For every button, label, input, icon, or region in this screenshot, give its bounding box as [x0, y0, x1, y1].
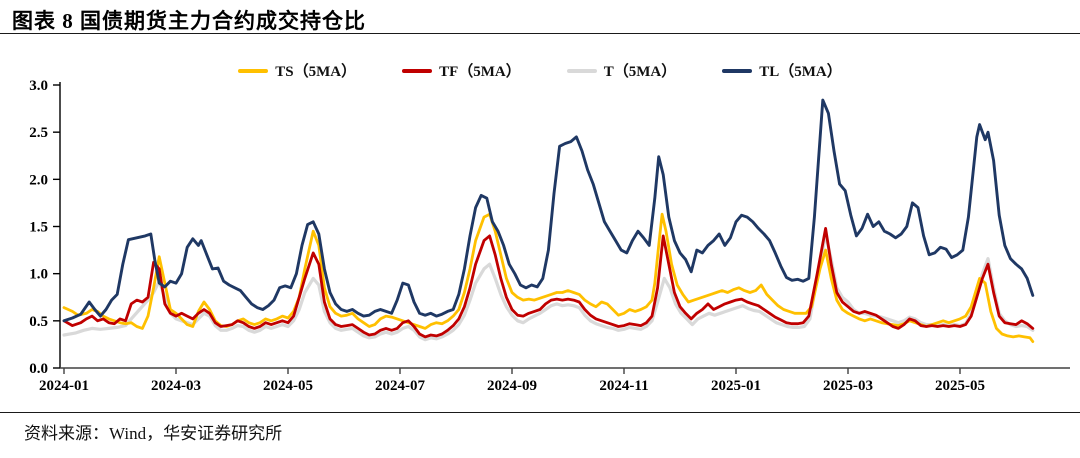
legend-item-T: T（5MA） — [566, 60, 677, 81]
legend-label: TL（5MA） — [759, 64, 842, 80]
y-axis-label: 0.0 — [29, 361, 48, 377]
x-axis-label: 2025-03 — [823, 378, 873, 394]
legend-swatch-icon — [238, 68, 269, 73]
x-axis-label: 2024-05 — [263, 378, 313, 394]
x-axis-label: 2024-03 — [151, 378, 201, 394]
legend-swatch-icon — [402, 68, 433, 73]
y-axis-label: 2.5 — [29, 125, 48, 141]
footer-divider — [0, 412, 1080, 413]
x-axis-label: 2024-01 — [39, 378, 89, 394]
y-axis-label: 1.5 — [29, 220, 48, 236]
data-source-note: 资料来源：Wind，华安证券研究所 — [24, 424, 283, 443]
x-axis-label: 2025-01 — [711, 378, 761, 394]
legend-item-TL: TL（5MA） — [722, 60, 842, 81]
legend-label: TF（5MA） — [439, 64, 521, 80]
legend-label: TS（5MA） — [275, 64, 357, 80]
x-axis-label: 2024-11 — [599, 378, 648, 394]
legend-swatch-icon — [566, 68, 597, 73]
x-axis-label: 2024-09 — [487, 378, 537, 394]
figure-title: 图表 8 国债期货主力合约成交持仓比 — [12, 9, 366, 33]
x-axis-label: 2024-07 — [375, 378, 425, 394]
legend-item-TF: TF（5MA） — [402, 60, 521, 81]
legend-item-TS: TS（5MA） — [238, 60, 356, 81]
y-axis-label: 3.0 — [29, 78, 48, 94]
legend-label: T（5MA） — [603, 64, 677, 80]
title-divider — [0, 33, 1080, 34]
x-axis-label: 2025-05 — [935, 378, 985, 394]
legend-swatch-icon — [722, 68, 753, 73]
y-axis-label: 1.0 — [29, 267, 48, 283]
y-axis-label: 2.0 — [29, 172, 48, 188]
series-line-TF — [62, 226, 1035, 339]
series-line-TL — [62, 98, 1035, 323]
y-axis-label: 0.5 — [29, 314, 48, 330]
chart-legend: TS（5MA） TF（5MA） T（5MA） TL（5MA） — [0, 60, 1080, 81]
